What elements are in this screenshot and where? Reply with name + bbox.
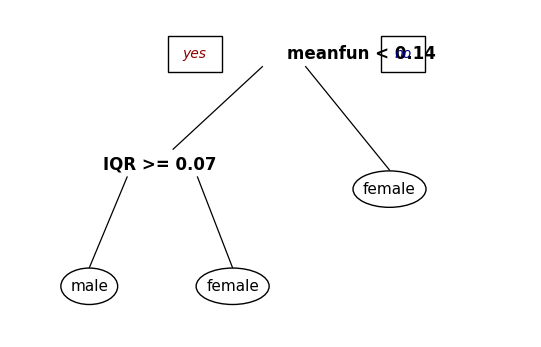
Ellipse shape [196, 268, 269, 305]
Text: female: female [363, 181, 416, 197]
Text: no: no [394, 47, 412, 61]
FancyBboxPatch shape [168, 36, 222, 72]
Ellipse shape [353, 171, 426, 207]
Text: meanfun < 0.14: meanfun < 0.14 [287, 45, 436, 63]
Ellipse shape [61, 268, 118, 305]
Text: male: male [70, 279, 108, 294]
Text: IQR >= 0.07: IQR >= 0.07 [103, 156, 216, 174]
Text: yes: yes [183, 47, 207, 61]
Text: female: female [206, 279, 259, 294]
FancyBboxPatch shape [381, 36, 425, 72]
